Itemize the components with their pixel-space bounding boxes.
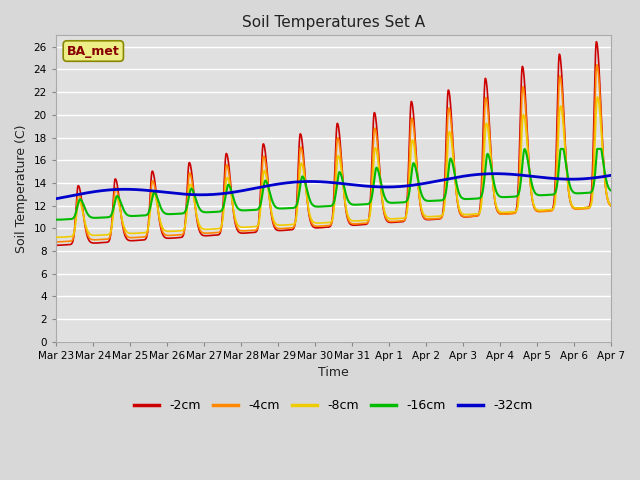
Text: BA_met: BA_met	[67, 45, 120, 58]
Title: Soil Temperatures Set A: Soil Temperatures Set A	[242, 15, 425, 30]
Legend: -2cm, -4cm, -8cm, -16cm, -32cm: -2cm, -4cm, -8cm, -16cm, -32cm	[129, 394, 538, 417]
X-axis label: Time: Time	[318, 367, 349, 380]
Y-axis label: Soil Temperature (C): Soil Temperature (C)	[15, 124, 28, 253]
